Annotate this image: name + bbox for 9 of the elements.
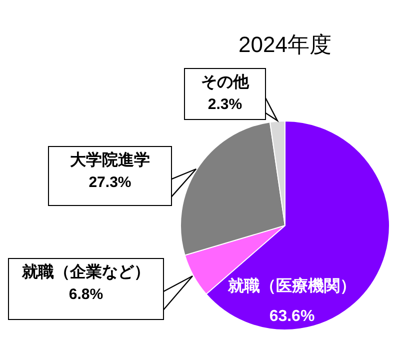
slice-label: その他: [200, 72, 250, 93]
data-label: 2.3%: [206, 95, 244, 115]
data-label: 27.3%: [88, 173, 132, 193]
data-label: 6.8%: [68, 285, 104, 305]
slice-label: 大学院進学: [69, 150, 151, 171]
slice-label: 就職（企業など）: [20, 262, 151, 283]
chart-title: 2024年度: [238, 31, 332, 59]
slice-label: 就職（医療機関）: [226, 276, 357, 297]
data-label: 63.6%: [268, 307, 316, 327]
